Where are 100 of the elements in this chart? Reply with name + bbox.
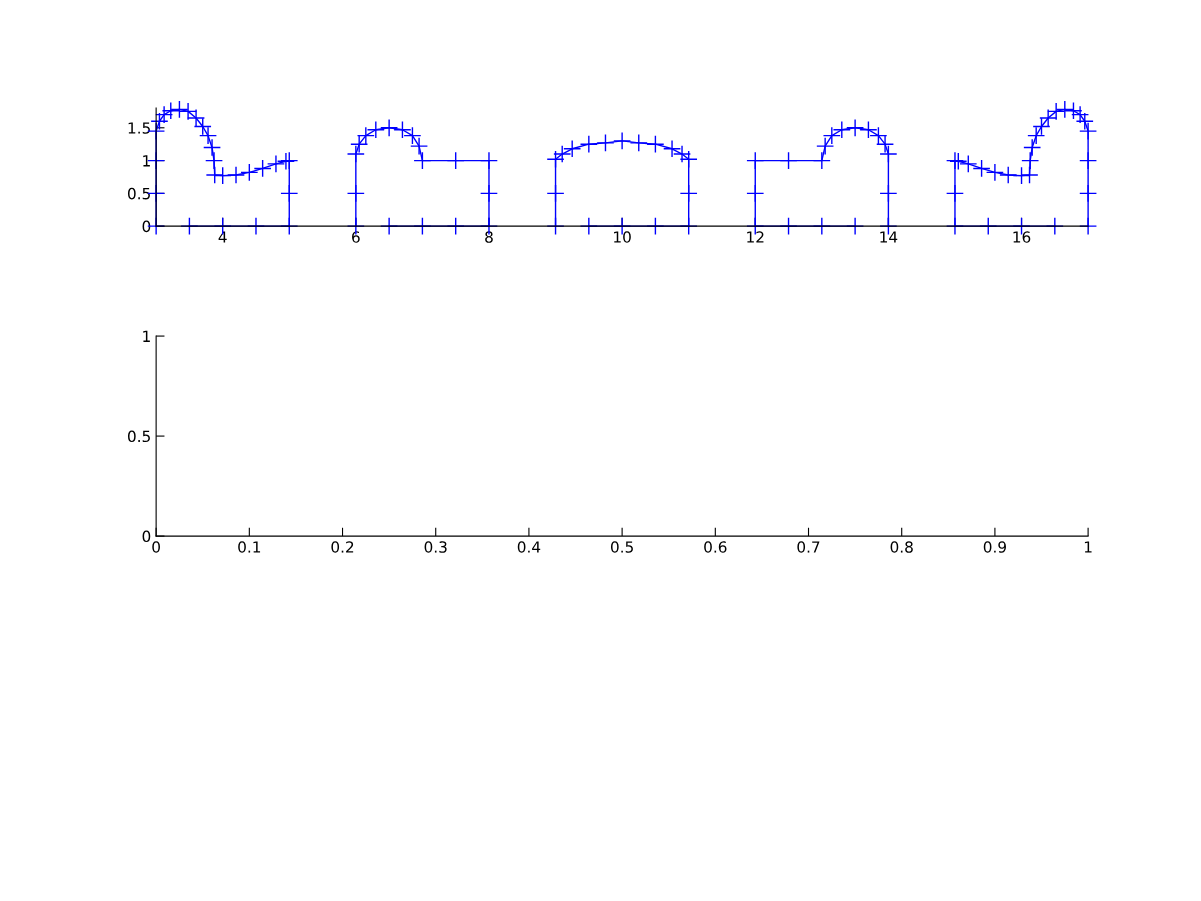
point bbox=[280, 151, 299, 170]
point bbox=[646, 217, 665, 236]
point bbox=[879, 184, 898, 203]
point bbox=[945, 184, 964, 203]
point bbox=[161, 101, 180, 120]
point bbox=[280, 184, 299, 203]
point bbox=[1071, 105, 1090, 124]
x-tick-label: 0.8 bbox=[890, 541, 913, 553]
point bbox=[170, 100, 189, 119]
x-tick-label: 0 bbox=[152, 541, 160, 553]
point bbox=[413, 217, 432, 236]
y-tick-label: 0 bbox=[142, 530, 151, 543]
x-tick-label: 0.1 bbox=[238, 541, 261, 553]
point bbox=[779, 151, 798, 170]
point bbox=[179, 102, 198, 121]
point bbox=[673, 144, 692, 164]
point bbox=[812, 217, 831, 236]
point bbox=[240, 163, 259, 182]
point bbox=[203, 138, 222, 157]
point bbox=[972, 159, 991, 178]
x-tick-label: 14 bbox=[880, 231, 898, 243]
point bbox=[479, 151, 499, 170]
point bbox=[246, 217, 266, 236]
x-tick-label: 0.3 bbox=[424, 541, 447, 553]
point bbox=[869, 126, 888, 145]
point bbox=[1079, 217, 1098, 236]
point bbox=[546, 150, 565, 169]
point bbox=[629, 133, 648, 152]
point bbox=[180, 217, 199, 236]
x-tick-label: 0.2 bbox=[331, 541, 354, 553]
point bbox=[1020, 165, 1039, 185]
x-tick-label: 4 bbox=[218, 231, 227, 243]
point bbox=[679, 150, 698, 169]
point bbox=[1079, 151, 1098, 170]
point bbox=[779, 217, 798, 236]
point bbox=[945, 151, 964, 170]
point bbox=[479, 184, 499, 203]
point bbox=[150, 112, 169, 131]
point bbox=[403, 126, 422, 145]
point bbox=[579, 217, 598, 236]
point bbox=[949, 152, 968, 171]
x-tick-label: 16 bbox=[1013, 231, 1031, 243]
point bbox=[253, 159, 272, 178]
point bbox=[1023, 138, 1042, 157]
point bbox=[187, 108, 206, 127]
point bbox=[546, 184, 565, 203]
x-tick-label: 1 bbox=[1084, 541, 1092, 553]
point bbox=[1064, 101, 1083, 120]
point bbox=[380, 217, 399, 236]
x-tick-label: 10 bbox=[614, 231, 631, 243]
point bbox=[1055, 100, 1074, 119]
y-tick-label: 1 bbox=[143, 330, 150, 342]
point bbox=[979, 217, 998, 236]
point bbox=[1075, 112, 1094, 131]
y-tick-label: 0.5 bbox=[127, 187, 150, 200]
y-tick-label: 0.5 bbox=[127, 430, 150, 443]
point bbox=[155, 105, 174, 124]
point bbox=[553, 144, 572, 164]
point bbox=[999, 165, 1018, 185]
point bbox=[346, 184, 365, 203]
point bbox=[812, 151, 831, 170]
point bbox=[446, 217, 465, 236]
point bbox=[959, 154, 978, 173]
point bbox=[393, 120, 412, 139]
point bbox=[413, 151, 432, 170]
point bbox=[876, 135, 895, 154]
point bbox=[380, 118, 399, 137]
point bbox=[613, 131, 632, 150]
point bbox=[596, 133, 615, 152]
point bbox=[1045, 217, 1064, 236]
point bbox=[945, 217, 964, 236]
x-tick-label: 6 bbox=[352, 231, 360, 243]
point bbox=[280, 217, 299, 236]
point bbox=[846, 217, 865, 236]
y-tick-label: 1 bbox=[143, 155, 150, 167]
point bbox=[226, 165, 246, 185]
x-tick-label: 12 bbox=[747, 231, 764, 243]
point bbox=[546, 217, 565, 236]
point bbox=[579, 135, 598, 154]
point bbox=[410, 137, 429, 156]
y-tick-label: 1.5 bbox=[128, 122, 150, 134]
point bbox=[1079, 122, 1098, 141]
point bbox=[346, 144, 365, 164]
point bbox=[205, 151, 224, 170]
point bbox=[563, 139, 582, 158]
point bbox=[985, 163, 1004, 182]
point bbox=[663, 139, 682, 158]
point bbox=[879, 144, 898, 164]
y-tick-label: 0 bbox=[142, 220, 151, 233]
point bbox=[646, 135, 665, 154]
point bbox=[266, 154, 285, 173]
point bbox=[679, 217, 698, 236]
x-tick-label: 0.4 bbox=[517, 541, 541, 553]
point bbox=[193, 117, 212, 136]
point bbox=[1021, 151, 1040, 170]
x-tick-label: 0.6 bbox=[704, 541, 727, 553]
point bbox=[1079, 184, 1098, 203]
x-tick-label: 8 bbox=[485, 231, 493, 243]
point bbox=[746, 151, 765, 170]
x-tick-label: 0.7 bbox=[797, 541, 820, 553]
